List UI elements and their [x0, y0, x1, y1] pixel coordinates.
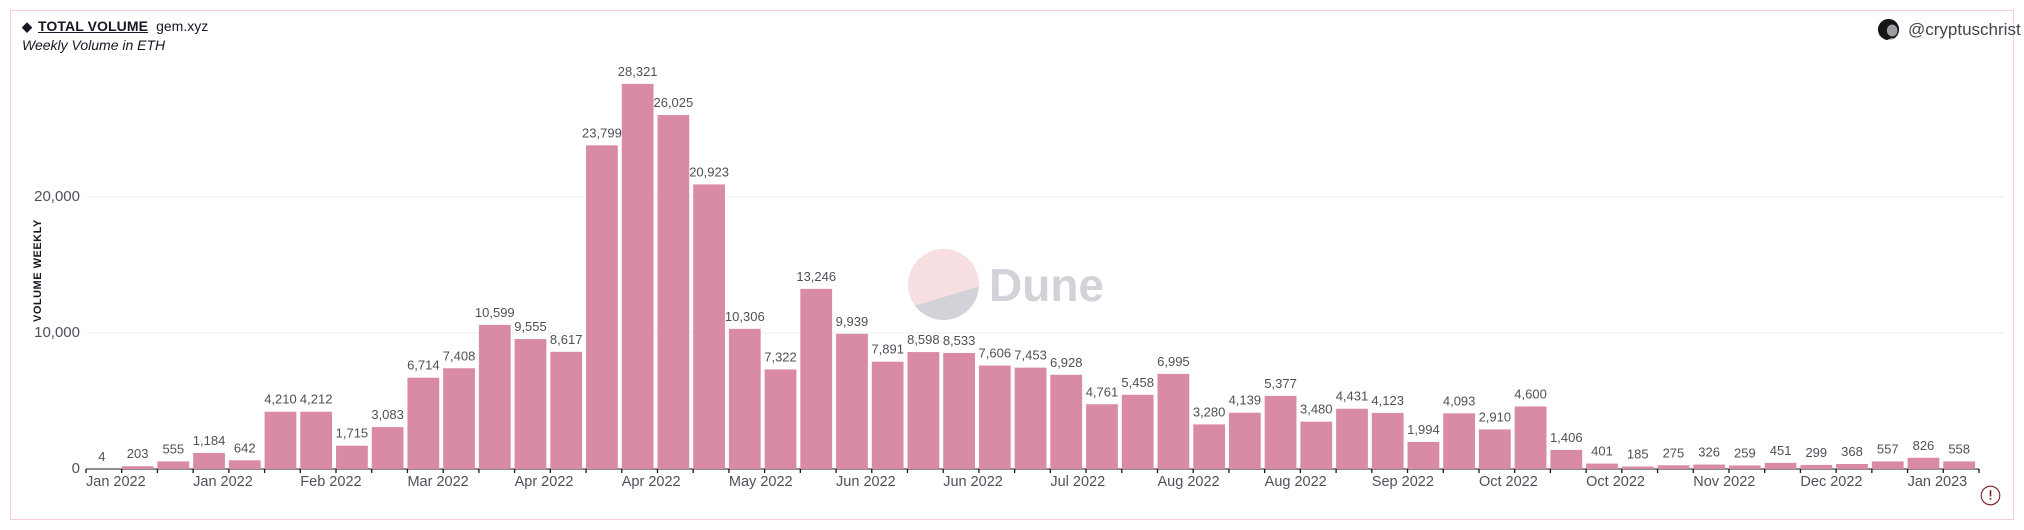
svg-text:1,994: 1,994 — [1407, 422, 1440, 437]
svg-text:6,995: 6,995 — [1157, 354, 1190, 369]
svg-text:1,184: 1,184 — [193, 433, 226, 448]
svg-text:23,799: 23,799 — [582, 125, 622, 140]
svg-text:3,480: 3,480 — [1300, 402, 1333, 417]
svg-text:8,533: 8,533 — [943, 333, 976, 348]
svg-text:4,123: 4,123 — [1371, 393, 1404, 408]
svg-text:826: 826 — [1913, 438, 1935, 453]
svg-text:Nov 2022: Nov 2022 — [1693, 474, 1755, 490]
svg-text:4,761: 4,761 — [1086, 384, 1119, 399]
svg-text:259: 259 — [1734, 445, 1756, 460]
svg-text:Apr 2022: Apr 2022 — [515, 474, 574, 490]
svg-text:4,093: 4,093 — [1443, 393, 1476, 408]
svg-text:Oct 2022: Oct 2022 — [1586, 474, 1645, 490]
svg-text:Jan 2023: Jan 2023 — [1908, 474, 1968, 490]
svg-text:Jan 2022: Jan 2022 — [193, 474, 253, 490]
svg-text:9,555: 9,555 — [514, 319, 547, 334]
svg-text:401: 401 — [1591, 444, 1613, 459]
svg-text:7,453: 7,453 — [1014, 348, 1047, 363]
svg-text:26,025: 26,025 — [653, 95, 693, 110]
svg-text:Feb 2022: Feb 2022 — [300, 474, 361, 490]
svg-text:Apr 2022: Apr 2022 — [622, 474, 681, 490]
svg-text:Jan 2022: Jan 2022 — [86, 474, 146, 490]
svg-text:Aug 2022: Aug 2022 — [1158, 474, 1220, 490]
svg-text:7,408: 7,408 — [443, 348, 476, 363]
svg-text:326: 326 — [1698, 445, 1720, 460]
svg-text:8,617: 8,617 — [550, 332, 583, 347]
svg-text:Dec 2022: Dec 2022 — [1800, 474, 1862, 490]
svg-text:8,598: 8,598 — [907, 332, 940, 347]
svg-text:451: 451 — [1770, 443, 1792, 458]
svg-text:4,431: 4,431 — [1336, 389, 1369, 404]
svg-text:185: 185 — [1627, 446, 1649, 461]
svg-text:13,246: 13,246 — [796, 269, 836, 284]
svg-text:Mar 2022: Mar 2022 — [407, 474, 468, 490]
svg-text:4,139: 4,139 — [1229, 393, 1262, 408]
svg-text:4: 4 — [98, 449, 105, 464]
svg-text:Jul 2022: Jul 2022 — [1050, 474, 1105, 490]
svg-text:7,322: 7,322 — [764, 349, 797, 364]
svg-text:3,280: 3,280 — [1193, 404, 1226, 419]
svg-text:Jun 2022: Jun 2022 — [836, 474, 896, 490]
svg-text:1,406: 1,406 — [1550, 430, 1583, 445]
svg-text:5,377: 5,377 — [1264, 376, 1297, 391]
svg-text:3,083: 3,083 — [371, 407, 404, 422]
svg-text:7,606: 7,606 — [979, 346, 1012, 361]
svg-text:4,210: 4,210 — [264, 392, 297, 407]
svg-text:558: 558 — [1948, 441, 1970, 456]
svg-text:368: 368 — [1841, 444, 1863, 459]
svg-text:299: 299 — [1805, 445, 1827, 460]
svg-text:10,000: 10,000 — [34, 324, 80, 341]
svg-text:28,321: 28,321 — [618, 64, 658, 79]
svg-text:1,715: 1,715 — [336, 426, 369, 441]
svg-text:10,306: 10,306 — [725, 309, 765, 324]
svg-text:10,599: 10,599 — [475, 305, 515, 320]
svg-text:Aug 2022: Aug 2022 — [1265, 474, 1327, 490]
svg-text:4,212: 4,212 — [300, 392, 333, 407]
svg-text:203: 203 — [127, 446, 149, 461]
svg-text:20,923: 20,923 — [689, 164, 729, 179]
svg-text:Oct 2022: Oct 2022 — [1479, 474, 1538, 490]
svg-text:Sep 2022: Sep 2022 — [1372, 474, 1434, 490]
svg-text:2,910: 2,910 — [1479, 409, 1512, 424]
svg-text:7,891: 7,891 — [871, 342, 904, 357]
svg-text:6,928: 6,928 — [1050, 355, 1083, 370]
svg-text:557: 557 — [1877, 441, 1899, 456]
svg-text:642: 642 — [234, 440, 256, 455]
svg-text:4,600: 4,600 — [1514, 386, 1547, 401]
svg-text:275: 275 — [1663, 445, 1685, 460]
svg-text:6,714: 6,714 — [407, 358, 440, 373]
svg-text:May 2022: May 2022 — [729, 474, 793, 490]
svg-text:0: 0 — [72, 460, 80, 477]
svg-text:Jun 2022: Jun 2022 — [943, 474, 1003, 490]
svg-text:9,939: 9,939 — [836, 314, 869, 329]
svg-text:555: 555 — [162, 441, 184, 456]
svg-text:20,000: 20,000 — [34, 188, 80, 205]
svg-text:5,458: 5,458 — [1121, 375, 1154, 390]
